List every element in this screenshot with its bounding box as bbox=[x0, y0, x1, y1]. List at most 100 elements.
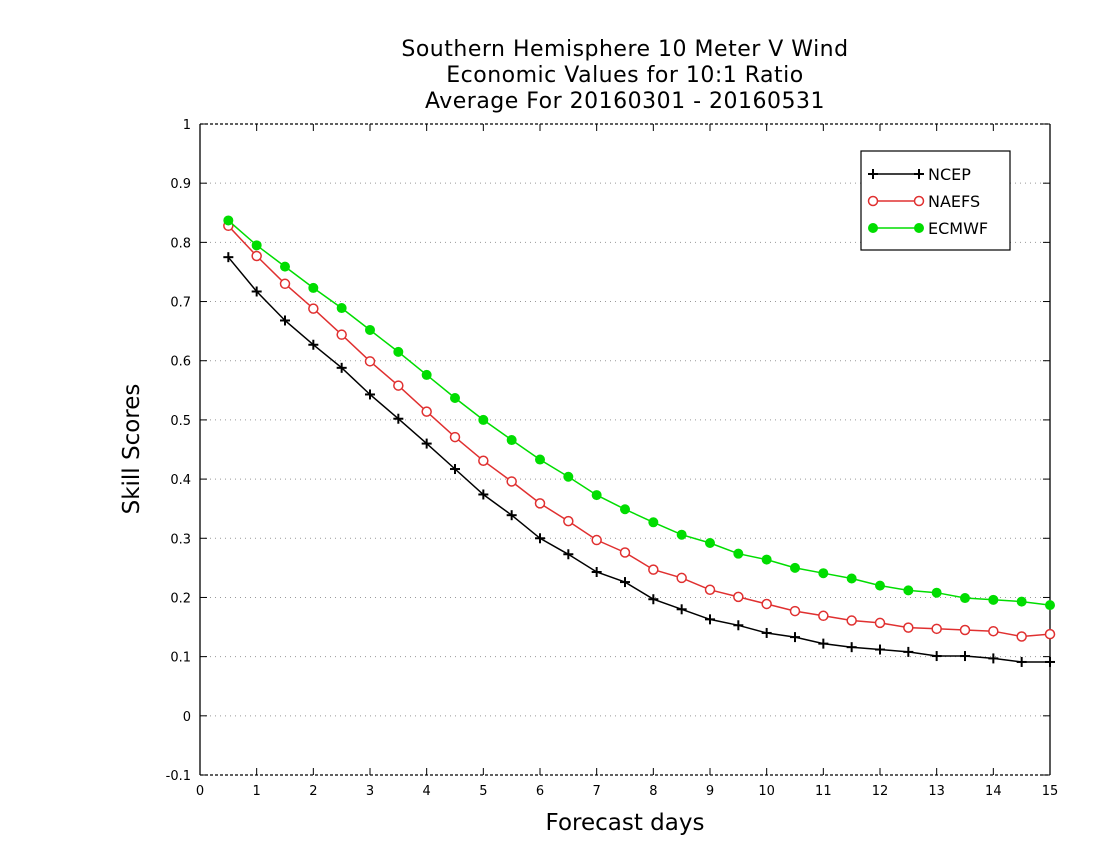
point-naefs-27 bbox=[988, 625, 999, 637]
point-ncep-12 bbox=[563, 549, 574, 560]
point-naefs-12 bbox=[563, 515, 574, 527]
point-naefs-19 bbox=[761, 598, 772, 610]
point-ncep-13 bbox=[591, 567, 602, 578]
series-naefs bbox=[223, 220, 1056, 642]
series-ncep bbox=[223, 252, 1055, 667]
legend-marker-ecmwf-a bbox=[868, 223, 878, 233]
legend-label-ncep: NCEP bbox=[928, 165, 971, 184]
y-tick-label-10: 0.9 bbox=[170, 177, 191, 192]
point-ecmwf-0 bbox=[223, 215, 234, 226]
point-naefs-3 bbox=[308, 303, 319, 314]
point-ecmwf-2 bbox=[280, 261, 290, 272]
chart-title-line-2: Economic Values for 10:1 Ratio bbox=[446, 63, 804, 88]
point-ncep-0 bbox=[223, 252, 234, 263]
point-ecmwf-7 bbox=[421, 369, 432, 380]
point-ncep-20 bbox=[790, 632, 800, 643]
x-tick-label-13: 13 bbox=[928, 784, 945, 799]
x-tick-label-9: 9 bbox=[706, 784, 714, 799]
series-line-ncep bbox=[227, 256, 1050, 663]
point-ncep-29 bbox=[1045, 656, 1055, 667]
point-naefs-14 bbox=[619, 547, 631, 558]
point-ecmwf-22 bbox=[846, 573, 857, 584]
y-axis-label: Skill Scores bbox=[119, 383, 145, 515]
grid-lines bbox=[200, 182, 1050, 717]
point-naefs-22 bbox=[846, 615, 857, 626]
point-naefs-26 bbox=[959, 624, 971, 636]
x-tick-label-4: 4 bbox=[423, 784, 431, 799]
x-tick-label-3: 3 bbox=[366, 784, 374, 799]
x-tick-label-2: 2 bbox=[309, 784, 317, 799]
point-naefs-16 bbox=[676, 572, 687, 584]
chart-title-line-1: Southern Hemisphere 10 Meter V Wind bbox=[401, 37, 849, 62]
y-tick-label-1: 0 bbox=[183, 710, 191, 725]
point-ecmwf-11 bbox=[535, 454, 545, 465]
point-naefs-28 bbox=[1016, 631, 1027, 642]
point-naefs-13 bbox=[591, 534, 602, 546]
point-ncep-1 bbox=[251, 286, 262, 297]
point-ncep-26 bbox=[960, 651, 970, 662]
series-layer bbox=[223, 215, 1056, 667]
legend-label-naefs: NAEFS bbox=[928, 192, 980, 211]
point-ecmwf-23 bbox=[875, 580, 885, 591]
point-ecmwf-10 bbox=[506, 435, 517, 446]
point-naefs-7 bbox=[421, 406, 432, 417]
legend-marker-ncep-a bbox=[868, 169, 878, 179]
y-tick-label-5: 0.4 bbox=[170, 473, 191, 488]
legend-marker-ecmwf-b bbox=[914, 223, 924, 233]
y-tick-label-8: 0.7 bbox=[170, 296, 191, 311]
x-tick-label-14: 14 bbox=[985, 784, 1002, 799]
point-ecmwf-25 bbox=[931, 587, 942, 598]
point-ecmwf-5 bbox=[365, 324, 375, 335]
point-ncep-7 bbox=[421, 438, 432, 449]
point-naefs-10 bbox=[506, 476, 517, 487]
x-tick-label-7: 7 bbox=[593, 784, 601, 799]
series-ecmwf bbox=[223, 215, 1055, 611]
point-ecmwf-14 bbox=[620, 504, 630, 515]
legend-marker-ncep-b bbox=[914, 169, 924, 179]
point-ncep-28 bbox=[1016, 656, 1027, 667]
x-tick-label-15: 15 bbox=[1042, 784, 1059, 799]
point-naefs-5 bbox=[364, 356, 376, 367]
point-ecmwf-18 bbox=[733, 548, 744, 559]
point-ecmwf-12 bbox=[563, 471, 574, 482]
point-ecmwf-28 bbox=[1016, 596, 1027, 607]
point-ncep-27 bbox=[988, 653, 999, 664]
point-ecmwf-8 bbox=[450, 393, 460, 404]
point-ecmwf-24 bbox=[903, 585, 914, 596]
point-ncep-6 bbox=[393, 413, 404, 424]
point-ecmwf-26 bbox=[960, 593, 970, 604]
point-naefs-11 bbox=[534, 498, 546, 509]
point-ncep-24 bbox=[903, 646, 914, 657]
point-ecmwf-6 bbox=[393, 346, 404, 357]
point-ncep-4 bbox=[336, 362, 347, 373]
point-naefs-17 bbox=[704, 584, 716, 596]
y-tick-label-2: 0.1 bbox=[170, 651, 191, 666]
axes: -0.100.10.20.30.40.50.60.70.80.910 1 2 3 4 5 6… bbox=[166, 118, 1059, 799]
point-naefs-15 bbox=[648, 564, 659, 575]
point-naefs-1 bbox=[251, 250, 262, 262]
point-ecmwf-13 bbox=[591, 490, 602, 501]
point-ecmwf-19 bbox=[761, 554, 772, 565]
point-ncep-25 bbox=[931, 651, 942, 662]
point-ecmwf-20 bbox=[790, 562, 800, 573]
point-ncep-16 bbox=[676, 604, 687, 615]
point-ecmwf-9 bbox=[478, 414, 489, 425]
point-ecmwf-21 bbox=[818, 568, 829, 579]
point-naefs-2 bbox=[279, 278, 291, 290]
point-ecmwf-17 bbox=[705, 538, 715, 549]
point-ncep-23 bbox=[875, 644, 885, 655]
y-tick-label-3: 0.2 bbox=[170, 591, 191, 606]
point-ecmwf-1 bbox=[251, 240, 262, 251]
x-tick-label-6: 6 bbox=[536, 784, 544, 799]
point-naefs-18 bbox=[733, 591, 744, 603]
point-ecmwf-15 bbox=[648, 517, 659, 528]
y-tick-label-4: 0.3 bbox=[170, 532, 191, 547]
point-ncep-10 bbox=[506, 510, 517, 521]
point-ncep-19 bbox=[761, 627, 772, 638]
x-tick-label-10: 10 bbox=[758, 784, 775, 799]
point-naefs-8 bbox=[449, 431, 461, 443]
point-ncep-5 bbox=[365, 389, 375, 400]
x-tick-label-5: 5 bbox=[479, 784, 487, 799]
point-ecmwf-3 bbox=[308, 282, 319, 293]
